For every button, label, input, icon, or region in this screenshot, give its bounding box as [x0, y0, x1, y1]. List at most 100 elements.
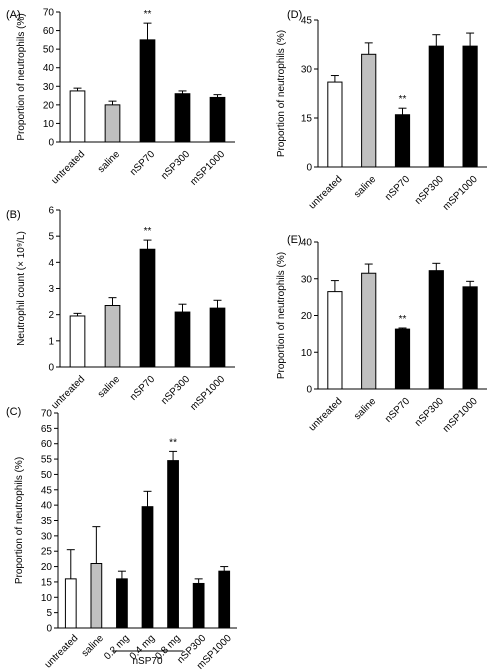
category-label: saline: [352, 174, 379, 201]
y-tick-label: 35: [41, 516, 53, 527]
category-label: nSP70: [128, 149, 157, 178]
panel-letter: (D): [287, 9, 302, 21]
bar-nsp70: [139, 39, 156, 143]
bar-0-4-mg: [141, 506, 154, 629]
category-label: nSP300: [413, 174, 446, 207]
significance-marker: **: [169, 437, 177, 448]
y-tick-label: 30: [301, 65, 313, 76]
y-tick-label: 30: [43, 82, 55, 93]
category-label: untreated: [307, 174, 345, 212]
y-tick-label: 20: [41, 562, 53, 573]
y-axis-title: Proportion of neutrophils (%): [276, 30, 287, 157]
panel-letter: (A): [6, 9, 21, 21]
category-label: saline: [352, 396, 379, 423]
bar-0-8-mg: [167, 460, 179, 629]
y-axis-title: Neutrophil count (× 10⁹/L): [16, 231, 27, 346]
category-label: nSP70: [128, 374, 157, 403]
y-tick-label: 70: [41, 409, 53, 420]
category-label: mSP1000: [188, 149, 227, 188]
bar-nsp70: [394, 328, 411, 390]
y-tick-label: 20: [43, 100, 55, 111]
bar-untreated: [327, 81, 343, 168]
chart-panel-5: (E) 0 10 20 30 40 Proportion of neutrophils (%…: [276, 234, 487, 435]
y-tick-label: 25: [41, 547, 53, 558]
category-label: mSP1000: [441, 174, 480, 213]
category-label: 0.2 mg: [102, 633, 131, 662]
y-tick-label: 15: [41, 577, 53, 588]
bar-untreated: [64, 578, 77, 629]
bar-msp1000: [462, 45, 478, 168]
panel-letter: (C): [6, 406, 21, 418]
y-tick-label: 6: [48, 206, 54, 217]
bar-saline: [90, 563, 103, 629]
y-tick-label: 0: [48, 363, 54, 374]
bar-untreated: [69, 90, 86, 143]
y-tick-label: 40: [43, 63, 55, 74]
bar-msp1000: [462, 286, 478, 390]
y-tick-label: 40: [41, 501, 53, 512]
y-tick-label: 2: [48, 310, 54, 321]
y-tick-label: 45: [301, 16, 313, 27]
y-tick-label: 60: [43, 26, 55, 37]
bar-nsp70: [394, 114, 411, 168]
y-tick-label: 50: [41, 470, 53, 481]
category-label: saline: [96, 374, 123, 401]
y-tick-label: 0: [306, 385, 312, 396]
bar-nsp300: [428, 45, 444, 168]
y-axis-title: Proportion of neutrophils (%): [16, 13, 27, 140]
category-label: untreated: [49, 374, 87, 412]
panel-letter: (E): [287, 234, 302, 246]
y-tick-label: 70: [43, 8, 55, 19]
category-label: saline: [96, 149, 123, 176]
y-tick-label: 45: [41, 485, 53, 496]
bar-nsp300: [428, 270, 444, 390]
y-tick-label: 65: [41, 424, 53, 435]
bar-msp1000: [209, 307, 226, 368]
category-label: untreated: [43, 633, 81, 671]
category-label: nSP70: [383, 396, 412, 425]
category-label: nSP70: [383, 174, 412, 203]
group-label: nSP70: [132, 656, 162, 667]
bar-saline: [361, 53, 377, 168]
y-tick-label: 0: [306, 163, 312, 174]
panel-letter: (B): [6, 209, 21, 221]
y-tick-label: 5: [48, 232, 54, 243]
category-label: nSP300: [159, 149, 192, 182]
category-label: nSP300: [159, 374, 192, 407]
bar-nsp300: [174, 311, 191, 368]
category-label: untreated: [49, 149, 87, 187]
y-tick-label: 30: [301, 274, 313, 285]
category-label: untreated: [307, 396, 345, 434]
y-tick-label: 5: [46, 608, 52, 619]
bar-saline: [104, 305, 121, 368]
bar-untreated: [327, 291, 343, 390]
y-tick-label: 20: [301, 311, 313, 322]
bar-nsp300: [192, 582, 205, 629]
bar-msp1000: [209, 96, 226, 143]
y-tick-label: 50: [43, 45, 55, 56]
category-label: nSP300: [413, 396, 446, 429]
bar-saline: [361, 272, 377, 390]
bar-saline: [104, 104, 121, 143]
significance-marker: **: [399, 94, 407, 105]
bar-untreated: [69, 315, 86, 368]
y-tick-label: 1: [48, 336, 54, 347]
y-axis-title: Proportion of neutrophils (%): [14, 457, 25, 584]
significance-marker: **: [144, 226, 152, 237]
y-tick-label: 55: [41, 455, 53, 466]
chart-panel-4: (D) 0 15 30 45 Proportion of neutrophils (%) u…: [276, 9, 487, 213]
significance-marker: **: [399, 314, 407, 325]
chart-panel-2: (B) 0 1 2 3 4 5 6 Neutrophil count (× 10⁹/L) untr…: [6, 206, 235, 413]
y-tick-label: 40: [301, 238, 313, 249]
bar-msp1000: [218, 570, 231, 629]
significance-marker: **: [144, 9, 152, 20]
category-label: mSP1000: [441, 396, 480, 435]
y-tick-label: 0: [48, 138, 54, 149]
y-tick-label: 10: [43, 119, 55, 130]
bar-nsp70: [139, 248, 156, 368]
y-tick-label: 3: [48, 284, 54, 295]
y-tick-label: 0: [46, 624, 52, 635]
y-tick-label: 4: [48, 258, 54, 269]
y-tick-label: 30: [41, 531, 53, 542]
